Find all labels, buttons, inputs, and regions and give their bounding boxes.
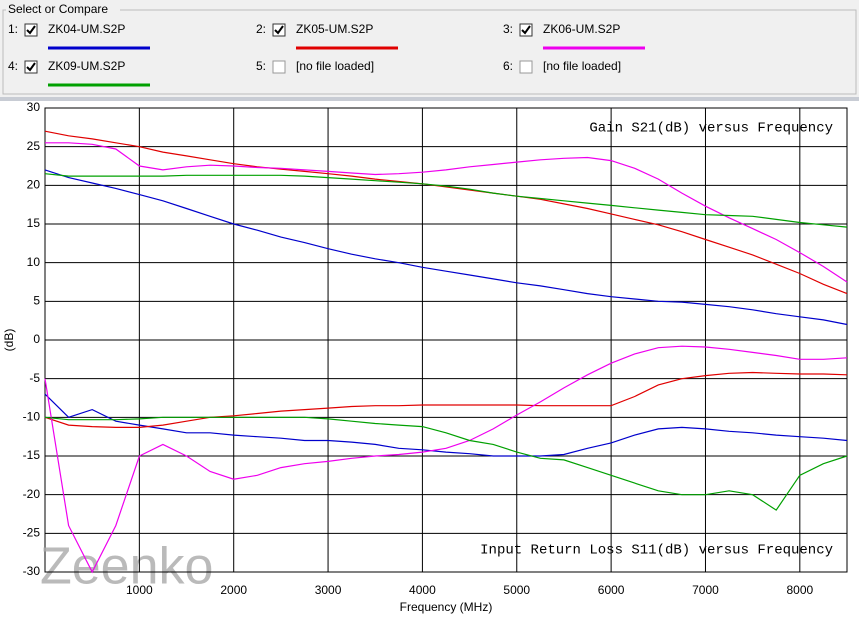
check-mark — [26, 25, 36, 35]
slot-index: 1: — [8, 22, 18, 36]
file-name: ZK04-UM.S2P — [48, 22, 125, 36]
y-tick-label: 25 — [27, 139, 41, 153]
file-name: ZK09-UM.S2P — [48, 59, 125, 73]
series-line — [44, 371, 848, 428]
x-tick-label: 8000 — [786, 583, 813, 597]
checkbox[interactable] — [519, 60, 533, 74]
x-tick-label: 6000 — [598, 583, 625, 597]
y-tick-label: -5 — [29, 371, 40, 385]
series-line — [45, 142, 848, 283]
x-axis-label: Frequency (MHz) — [400, 600, 493, 614]
group-title: Select or Compare — [8, 2, 108, 16]
watermark: Zeenko — [40, 538, 213, 596]
empty-slot: [no file loaded] — [543, 59, 621, 73]
group-title-bg — [6, 3, 120, 17]
series-line — [44, 345, 848, 574]
y-tick-label: 10 — [27, 255, 41, 269]
y-axis-label: (dB) — [2, 329, 16, 352]
slot-index: 4: — [8, 59, 18, 73]
y-tick-label: 30 — [27, 100, 41, 114]
series-line — [44, 393, 848, 457]
splitter — [0, 97, 859, 101]
check-mark — [521, 25, 531, 35]
file-name: ZK05-UM.S2P — [296, 22, 373, 36]
y-tick-label: 0 — [33, 332, 40, 346]
group-box — [2, 9, 857, 95]
annotation: Gain S21(dB) versus Frequency — [589, 121, 833, 137]
y-tick-label: -10 — [23, 410, 41, 424]
y-tick-label: 5 — [33, 294, 40, 308]
file-name: ZK06-UM.S2P — [543, 22, 620, 36]
y-tick-label: -25 — [23, 526, 41, 540]
x-tick-label: 2000 — [220, 583, 247, 597]
check-mark — [274, 25, 284, 35]
x-tick-label: 4000 — [409, 583, 436, 597]
series-line — [44, 416, 848, 511]
series-line — [44, 173, 848, 228]
series-line — [44, 130, 848, 295]
y-tick-label: 15 — [27, 216, 41, 230]
x-tick-label: 1000 — [126, 583, 153, 597]
y-tick-label: -20 — [23, 487, 41, 501]
slot-index: 6: — [503, 59, 513, 73]
y-tick-label: 20 — [27, 178, 41, 192]
y-tick-label: -30 — [23, 564, 41, 578]
slot-index: 5: — [256, 59, 266, 73]
checkbox[interactable] — [272, 60, 286, 74]
x-tick-label: 7000 — [692, 583, 719, 597]
slot-index: 2: — [256, 22, 266, 36]
y-tick-label: -15 — [23, 448, 41, 462]
check-mark — [26, 62, 36, 72]
x-tick-label: 5000 — [503, 583, 530, 597]
x-tick-label: 3000 — [315, 583, 342, 597]
empty-slot: [no file loaded] — [296, 59, 374, 73]
annotation: Input Return Loss S11(dB) versus Frequen… — [480, 543, 833, 559]
series-line — [44, 169, 848, 326]
slot-index: 3: — [503, 22, 513, 36]
